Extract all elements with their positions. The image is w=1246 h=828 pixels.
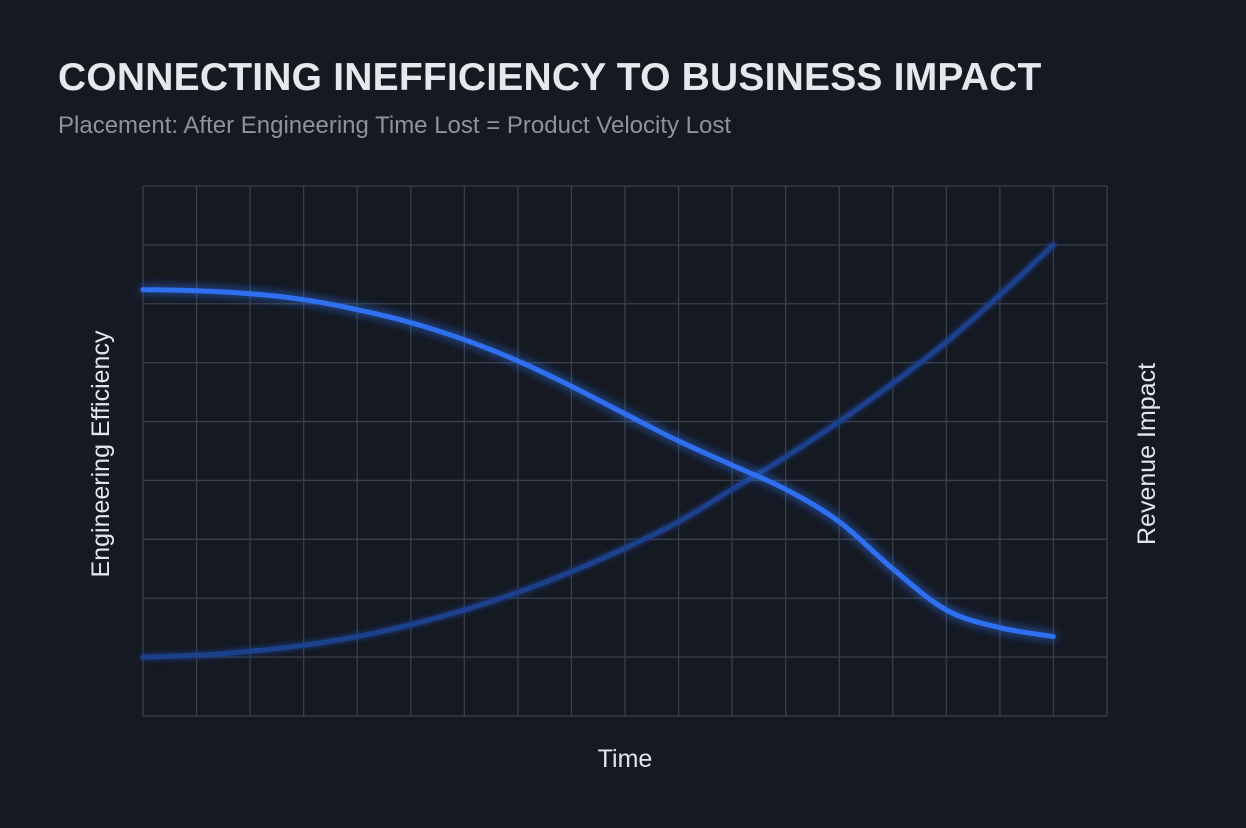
chart-series — [140, 242, 1056, 660]
chart-grid — [142, 185, 1108, 717]
chart-subtitle: Placement: After Engineering Time Lost =… — [58, 112, 732, 139]
series-line-engineering-efficiency — [140, 287, 1056, 639]
series-line-revenue-impact — [140, 242, 1056, 660]
y-axis-label-right: Revenue Impact — [1133, 363, 1161, 545]
y-axis-label-left: Engineering Efficiency — [87, 330, 115, 577]
x-axis-label: Time — [598, 745, 653, 773]
chart-title: CONNECTING INEFFICIENCY TO BUSINESS IMPA… — [58, 56, 1042, 99]
